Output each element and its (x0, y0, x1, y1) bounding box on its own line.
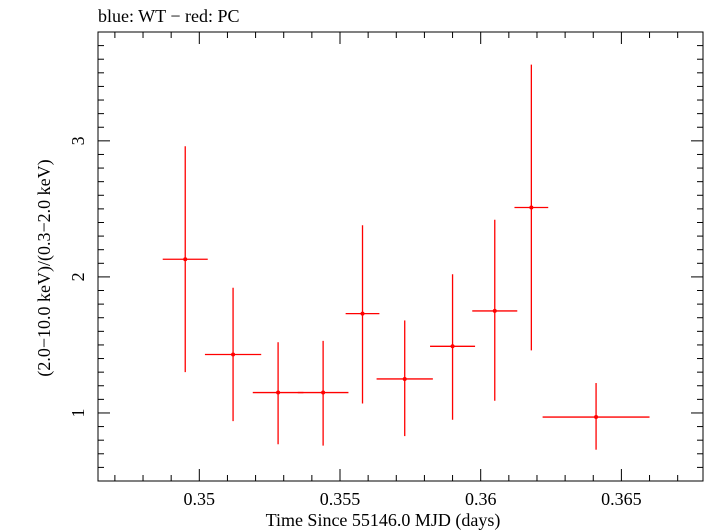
x-tick-label: 0.355 (320, 489, 361, 509)
data-point (542, 383, 650, 450)
y-axis-label: (2.0−10.0 keV)/(0.3−2.0 keV) (34, 159, 55, 376)
x-tick-labels: 0.35 0.355 0.36 0.365 (184, 489, 642, 509)
y-tick-label: 3 (68, 136, 88, 145)
data-point (472, 219, 518, 401)
y-tick-labels: 1 2 3 (68, 136, 88, 417)
point-marker (276, 390, 281, 395)
point-marker (321, 390, 326, 395)
data-point (514, 64, 549, 351)
point-marker (231, 352, 236, 357)
point-marker (529, 205, 534, 210)
point-marker (450, 344, 455, 349)
data-point (252, 342, 304, 445)
data-point (376, 320, 433, 437)
data-point (204, 287, 262, 422)
data-points (162, 64, 650, 450)
y-tick-label: 2 (68, 272, 88, 281)
point-marker (360, 311, 365, 316)
point-marker (183, 257, 188, 262)
point-marker (402, 376, 407, 381)
plot-border (97, 31, 704, 482)
x-axis-label: Time Since 55146.0 MJD (days) (266, 510, 501, 531)
x-tick-label: 0.365 (601, 489, 642, 509)
data-point (297, 340, 349, 446)
data-point (162, 146, 208, 373)
axis-ticks (98, 31, 703, 482)
y-tick-label: 1 (68, 408, 88, 417)
data-point (430, 274, 476, 420)
plot-frame (97, 31, 704, 482)
point-marker (594, 415, 599, 420)
x-tick-label: 0.35 (184, 489, 216, 509)
chart-title: blue: WT − red: PC (98, 6, 240, 26)
point-marker (492, 308, 497, 313)
data-point (345, 225, 380, 404)
x-tick-label: 0.36 (465, 489, 497, 509)
